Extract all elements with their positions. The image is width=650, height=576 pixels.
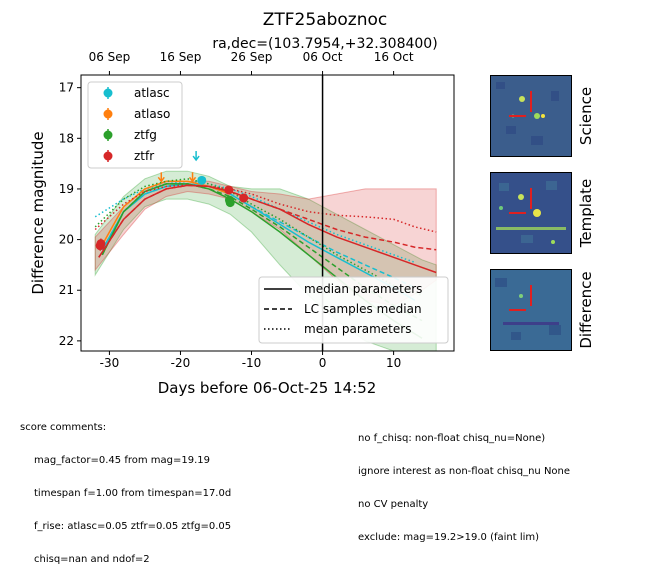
ztfg-data-point	[225, 198, 235, 208]
top-axis-tick-label: 26 Sep	[231, 50, 273, 64]
y-tick-label: 22	[59, 334, 74, 348]
legend-marker	[103, 130, 113, 140]
science-cutout-label: Science	[577, 86, 595, 146]
ztfr-data-point	[239, 193, 249, 203]
score-comment: chisq=nan and ndof=2	[34, 554, 150, 565]
x-tick-label: -20	[171, 356, 191, 370]
score-comment: no CV penalty	[358, 499, 429, 510]
score-comments-right: no f_chisq: non-float chisq_nu=None) ign…	[358, 411, 570, 554]
score-comment: ignore interest as non-float chisq_nu No…	[358, 466, 571, 477]
legend-marker	[103, 88, 113, 98]
model-curves	[94, 178, 437, 339]
legend-label: mean parameters	[304, 322, 411, 336]
top-axis-tick-label: 16 Oct	[374, 50, 414, 64]
template-image	[491, 173, 571, 253]
x-tick-label: 0	[319, 356, 327, 370]
score-comment: no f_chisq: non-float chisq_nu=None)	[358, 433, 546, 444]
y-tick-label: 17	[59, 81, 74, 95]
legend-label: atlaso	[134, 107, 170, 121]
science-image	[491, 76, 571, 156]
legend-label: LC samples median	[304, 302, 422, 316]
legend-marker	[103, 151, 113, 161]
top-axis-tick-label: 06 Sep	[89, 50, 131, 64]
x-axis-label: Days before 06-Oct-25 14:52	[158, 379, 377, 397]
y-axis-label: Difference magnitude	[29, 131, 47, 294]
top-axis-tick-label: 16 Sep	[160, 50, 202, 64]
difference-cutout-label: Difference	[577, 271, 595, 349]
y-tick-label: 21	[59, 283, 74, 297]
x-tick-label: -10	[242, 356, 262, 370]
difference-image	[491, 270, 571, 350]
legend-label: atlasc	[134, 86, 170, 100]
science-cutout	[490, 75, 572, 157]
ztfr-data-point	[96, 239, 106, 249]
lightcurve-figure: ZTF25aboznoc ra,dec=(103.7954,+32.308400…	[29, 10, 455, 397]
template-cutout-label: Template	[577, 178, 595, 248]
top-axis-tick-label: 06 Oct	[303, 50, 343, 64]
y-tick-label: 20	[59, 233, 74, 247]
chart-title: ZTF25aboznoc	[263, 10, 388, 30]
data-points	[95, 151, 249, 251]
line-style-legend: median parameters LC samples median mean p…	[258, 276, 449, 344]
y-tick-label: 18	[59, 131, 74, 145]
ztfr-data-point	[224, 185, 234, 195]
band-legend: atlasc atlaso ztfg ztfr	[87, 81, 183, 169]
legend-label: median parameters	[304, 282, 422, 296]
difference-cutout	[490, 269, 572, 351]
y-tick-label: 19	[59, 182, 74, 196]
score-comment: timespan f=1.00 from timespan=17.0d	[34, 488, 232, 499]
score-comments-left: score comments: mag_factor=0.45 from mag…	[20, 400, 231, 576]
axes: -30 -20 -10 0 10 17 18 19 20 21 22 06 Sep 16 Sep 26 S…	[59, 50, 414, 370]
atlasc-upper-limit-arrow	[192, 155, 200, 162]
legend-label: ztfg	[134, 128, 157, 142]
atlasc-data-point	[197, 175, 207, 185]
plot-frame	[80, 74, 455, 352]
legend-box	[87, 81, 183, 169]
score-comment: exclude: mag=19.2>19.0 (faint lim)	[358, 532, 540, 543]
template-cutout	[490, 172, 572, 254]
score-comment: f_rise: atlasc=0.05 ztfr=0.05 ztfg=0.05	[34, 521, 232, 532]
legend-box	[258, 276, 449, 344]
legend-marker	[103, 109, 113, 119]
score-comments-heading: score comments:	[20, 422, 107, 433]
atlaso-upper-limit-arrow	[188, 176, 197, 183]
x-tick-label: -30	[100, 356, 120, 370]
atlaso-upper-limit-arrow	[157, 176, 165, 183]
x-tick-label: 10	[386, 356, 401, 370]
legend-label: ztfr	[134, 149, 154, 163]
ztfr-lc-median-curve	[98, 184, 437, 258]
score-comment: mag_factor=0.45 from mag=19.19	[34, 455, 211, 466]
chart-subtitle: ra,dec=(103.7954,+32.308400)	[212, 36, 437, 52]
